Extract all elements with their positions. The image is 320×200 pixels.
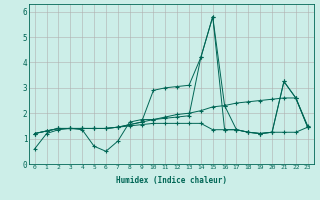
X-axis label: Humidex (Indice chaleur): Humidex (Indice chaleur) bbox=[116, 176, 227, 185]
